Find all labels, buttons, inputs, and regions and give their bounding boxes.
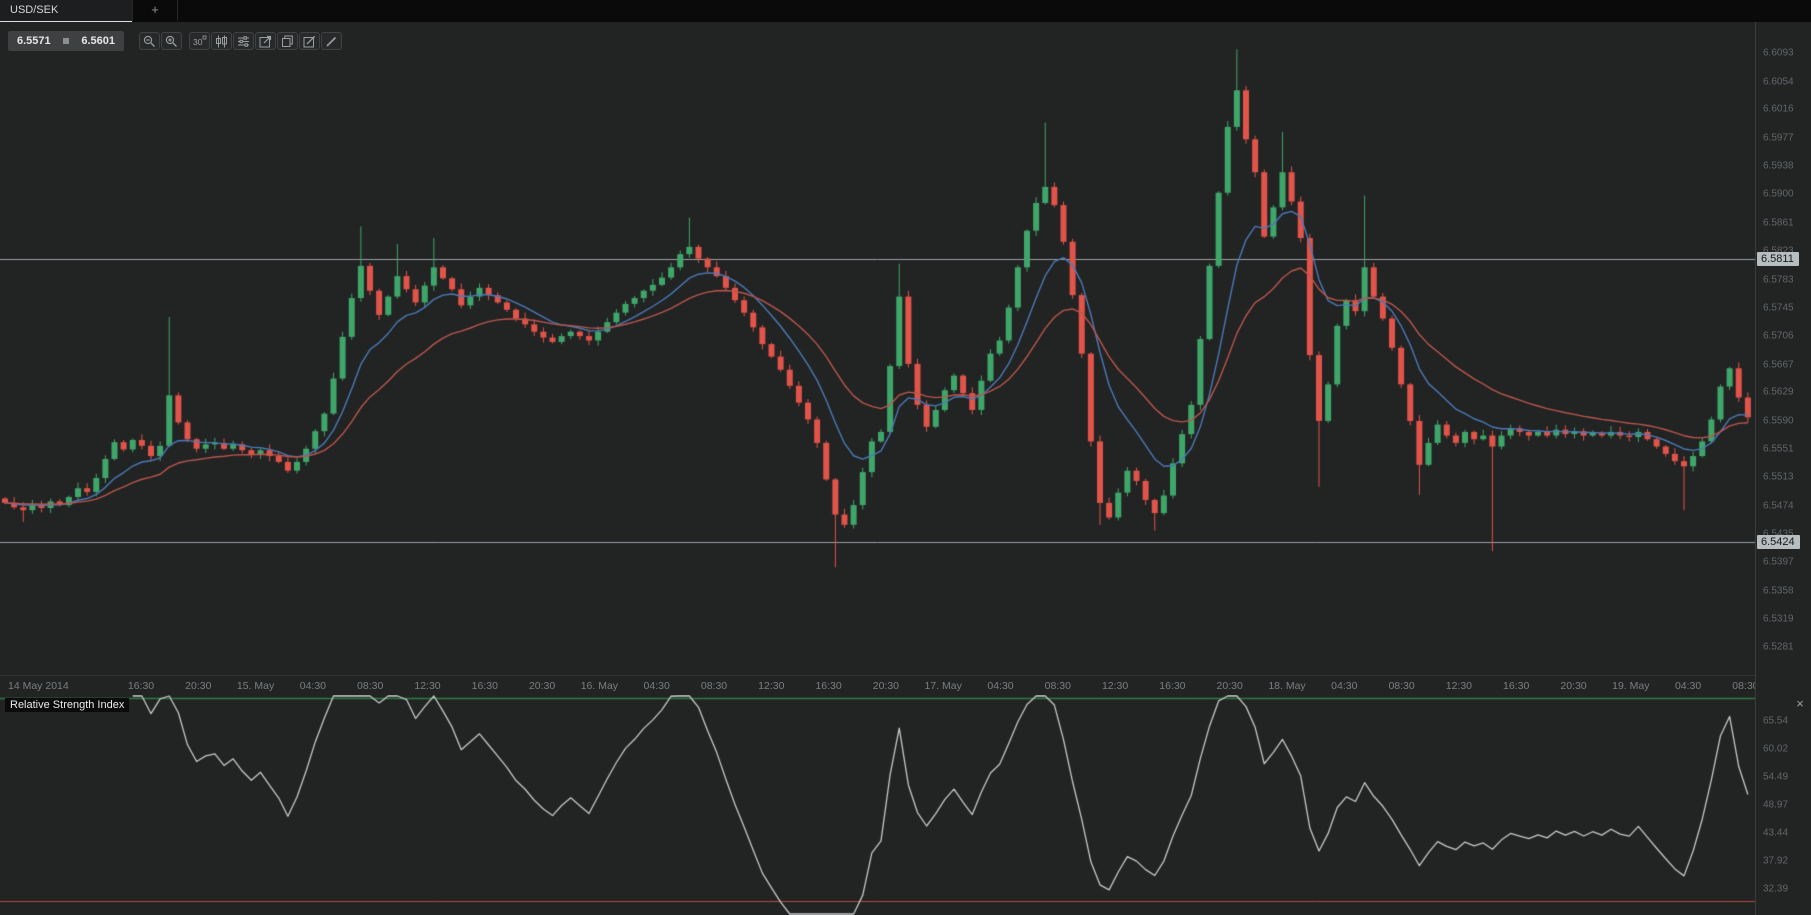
time-axis-label: 20:30 [872, 680, 900, 692]
time-axis-label: 16:30 [1503, 680, 1530, 692]
duplicate-icon [281, 35, 294, 48]
edit-icon [303, 35, 316, 48]
ask-price-button[interactable]: 6.5601 [81, 35, 115, 47]
tab-title: USD/SEK [10, 4, 59, 16]
chart-type-candlestick-icon [215, 35, 228, 48]
chart-type-candlestick-button[interactable] [211, 32, 232, 50]
time-axis-label: 17. May [924, 680, 962, 692]
tab-usdsek[interactable]: USD/SEK [0, 0, 132, 21]
time-axis-label: 08:30 [1044, 680, 1071, 692]
price-axis-label: 6.6093 [1763, 47, 1794, 59]
time-axis-label: 08:30 [700, 680, 728, 692]
price-axis-label: 6.5629 [1763, 386, 1794, 398]
price-chart-canvas[interactable] [0, 22, 1755, 675]
time-axis-label: 12:30 [758, 680, 785, 692]
zoom-in-icon [165, 35, 178, 48]
timeframe-30-icon: 30 [192, 35, 207, 48]
marked-price-label: 6.5424 [1757, 535, 1800, 550]
zoom-out-button[interactable] [139, 32, 160, 50]
price-axis-label: 6.5590 [1763, 415, 1794, 427]
rsi-panel-title: Relative Strength Index [5, 698, 130, 712]
price-axis-label: 6.5551 [1763, 443, 1794, 455]
rsi-axis-label: 37.92 [1763, 855, 1789, 867]
price-axis-label: 6.5358 [1763, 585, 1794, 597]
time-axis-label: 12:30 [1445, 680, 1473, 692]
time-axis-label: 20:30 [185, 680, 212, 692]
price-axis-label: 6.5977 [1763, 132, 1794, 144]
rsi-axis-label: 48.97 [1763, 799, 1789, 811]
price-axis-label: 6.5823 [1763, 245, 1794, 256]
duplicate-button[interactable] [277, 32, 298, 50]
add-tab-button[interactable]: + [132, 0, 178, 21]
time-axis-label: 18. May [1268, 680, 1306, 692]
zoom-out-icon [143, 35, 156, 48]
zoom-in-button[interactable] [161, 32, 182, 50]
price-axis-label: 6.5474 [1763, 500, 1794, 512]
indicators-icon [237, 35, 250, 48]
price-axis-label: 6.5435 [1763, 528, 1794, 540]
tab-bar: USD/SEK + [0, 0, 1811, 22]
time-axis-label: 15. May [236, 680, 275, 692]
price-axis-label: 6.5861 [1763, 217, 1794, 229]
time-axis-label: 04:30 [643, 680, 670, 692]
draw-icon [325, 35, 338, 48]
rsi-axis-label: 43.44 [1763, 827, 1789, 839]
price-axis-label: 6.5319 [1763, 613, 1794, 625]
draw-button[interactable] [321, 32, 342, 50]
rsi-axis-label: 54.49 [1763, 771, 1789, 783]
rsi-axis-label: 65.54 [1763, 715, 1789, 727]
time-axis-label: 16:30 [815, 680, 842, 692]
time-axis-label: 20:30 [1216, 680, 1243, 692]
time-axis-label: 04:30 [299, 680, 327, 692]
quote-separator-icon [63, 38, 69, 44]
time-axis-label: 12:30 [414, 680, 441, 692]
time-axis-label: 20:30 [528, 680, 556, 692]
quote-box: 6.5571 6.5601 [8, 31, 124, 51]
rsi-close-icon[interactable]: × [1796, 696, 1804, 711]
timeframe-30-button[interactable]: 30 [189, 32, 210, 50]
price-axis-label: 6.5281 [1763, 641, 1794, 653]
time-axis-label: 16. May [580, 680, 619, 692]
time-axis-label: 08:30 [1732, 680, 1759, 692]
rsi-axis-label: 60.02 [1763, 743, 1789, 755]
time-axis-label: 14 May 2014 [8, 680, 69, 692]
time-axis-label: 19. May [1612, 680, 1650, 692]
time-axis-label: 16:30 [127, 680, 155, 692]
time-axis-label: 12:30 [1101, 680, 1129, 692]
time-axis[interactable]: 14 May 2014 16:30 20:30 15. May 04:30 08:30 12… [0, 675, 1759, 695]
marked-price-label: 6.5811 [1757, 252, 1799, 267]
time-axis-label: 08:30 [357, 680, 384, 692]
time-axis-label: 04:30 [1674, 680, 1702, 692]
time-axis-label: 20:30 [1560, 680, 1587, 692]
time-axis-label: 08:30 [1388, 680, 1415, 692]
price-axis-label: 6.5745 [1763, 302, 1794, 314]
price-axis-label: 6.5667 [1763, 359, 1794, 371]
price-axis-label: 6.5513 [1763, 471, 1794, 483]
svg-text:30: 30 [193, 37, 203, 47]
time-axis-label: 04:30 [1331, 680, 1358, 692]
price-axis-label: 6.6016 [1763, 103, 1794, 115]
price-axis-label: 6.5783 [1763, 274, 1794, 286]
time-axis-label: 16:30 [471, 680, 498, 692]
price-axis-label: 6.5397 [1763, 556, 1794, 568]
edit-button[interactable] [299, 32, 320, 50]
rsi-canvas[interactable] [0, 695, 1755, 915]
active-tab-indicator [0, 21, 132, 22]
bid-price-button[interactable]: 6.5571 [17, 35, 51, 47]
expand-icon [259, 35, 272, 48]
time-axis-label: 16:30 [1159, 680, 1186, 692]
expand-button[interactable] [255, 32, 276, 50]
time-axis-label: 04:30 [987, 680, 1014, 692]
price-axis-label: 6.5706 [1763, 330, 1794, 342]
price-axis-label: 6.5938 [1763, 160, 1794, 172]
indicators-button[interactable] [233, 32, 254, 50]
price-axis-label: 6.6054 [1763, 76, 1794, 88]
price-axis-label: 6.5900 [1763, 188, 1794, 200]
rsi-axis-label: 32.39 [1763, 883, 1789, 895]
price-axis[interactable]: 6.6093 6.6054 6.6016 6.5977 6.5938 6.5900 6.58… [1755, 22, 1811, 915]
